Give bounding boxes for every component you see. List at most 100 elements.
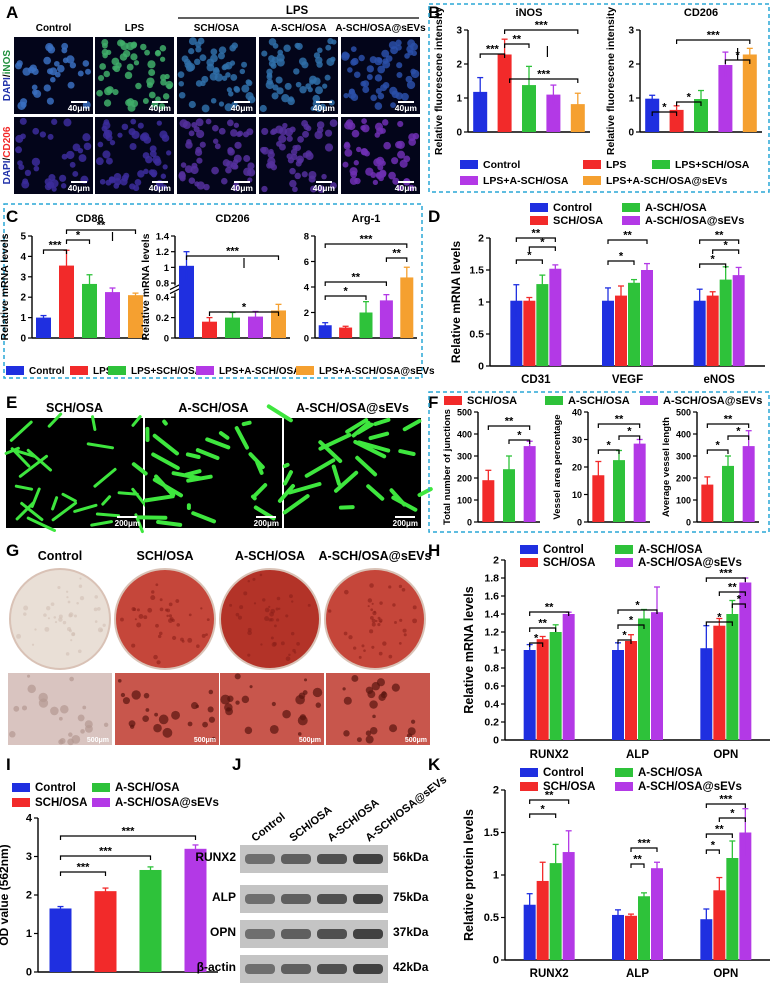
cell-dot xyxy=(99,178,106,185)
protein-band xyxy=(317,929,347,939)
cell-dot xyxy=(82,60,90,67)
cell-dot xyxy=(134,179,142,186)
significance-label: *** xyxy=(77,862,91,874)
cell-dot xyxy=(166,83,173,90)
cell-dot xyxy=(147,60,156,69)
cell-dot xyxy=(104,129,113,138)
legend-swatch xyxy=(615,768,633,777)
significance-label: * xyxy=(711,254,716,266)
stain-spot xyxy=(260,643,263,646)
stain-spot xyxy=(68,612,74,617)
cell-dot xyxy=(14,62,23,70)
significance-bracket xyxy=(705,833,733,838)
stain-spot xyxy=(159,598,163,602)
stain-spot xyxy=(94,620,98,623)
cell-dot xyxy=(343,52,350,59)
cell-dot xyxy=(230,129,238,137)
cell-dot xyxy=(308,175,316,183)
x-category-label: eNOS xyxy=(704,374,736,386)
significance-bracket xyxy=(65,229,137,234)
y-tick-label: 1.6 xyxy=(484,591,499,603)
nodule xyxy=(343,696,352,705)
bar-A-SCH/OSA xyxy=(503,469,515,522)
bar-A-SCH/OSA@sEVs xyxy=(641,270,653,366)
chart-H: 0 1 2 3 4 OD value (562nm) *** *** *** xyxy=(0,813,218,979)
cell-dot xyxy=(290,148,298,156)
cell-dot xyxy=(46,97,54,105)
stain-spot xyxy=(328,609,332,613)
cell-dot xyxy=(15,146,23,154)
stain-spot xyxy=(276,618,280,622)
significance-label: * xyxy=(627,426,632,438)
legend-item: Control xyxy=(530,202,592,214)
cell-dot xyxy=(63,118,72,127)
cell-dot xyxy=(104,87,112,96)
cell-dot xyxy=(149,150,157,158)
bar-A-SCH/OSA xyxy=(549,632,562,740)
cell-dot xyxy=(343,92,349,99)
bar-LPS+A-SCH/OSA xyxy=(718,65,733,132)
legend-item: A-SCH/OSA@sEVs xyxy=(622,215,744,227)
cell-dot xyxy=(212,68,220,76)
cell-dot xyxy=(101,42,108,49)
nodule xyxy=(80,729,85,734)
stain-spot xyxy=(402,628,407,633)
legend-item: A-SCH/OSA xyxy=(545,395,630,407)
cell-dot xyxy=(375,87,382,95)
cell-dot xyxy=(197,37,205,45)
stain-spot xyxy=(370,608,374,612)
cell-dot xyxy=(366,74,373,80)
scale-bar-label: 40μm xyxy=(231,103,254,113)
cell-dot xyxy=(399,159,408,168)
axis-break-mark xyxy=(169,288,181,295)
protein-band xyxy=(245,894,275,904)
cell-dot xyxy=(217,52,225,60)
cell-dot xyxy=(103,70,111,78)
nodule xyxy=(71,735,81,744)
significance-label: ** xyxy=(728,582,737,594)
nodule xyxy=(372,714,376,719)
significance-label: ** xyxy=(715,824,724,836)
legend-item: A-SCH/OSA@sEVs xyxy=(615,781,742,793)
significance-bracket xyxy=(385,257,408,262)
panel-label: E xyxy=(6,393,17,412)
cell-dot xyxy=(47,133,54,140)
cell-dot xyxy=(241,61,248,68)
y-tick-label: 500 xyxy=(676,408,691,418)
cell-dot xyxy=(154,184,161,191)
stain-spot xyxy=(54,621,58,624)
bar-LPS xyxy=(59,265,74,338)
y-tick-label: 400 xyxy=(457,430,472,440)
cell-dot xyxy=(148,68,156,76)
x-category-label: RUNX2 xyxy=(530,968,569,980)
cell-dot xyxy=(119,53,128,61)
legend-item: Control xyxy=(6,366,65,377)
cell-dot xyxy=(385,55,393,62)
stain-spot xyxy=(399,618,403,622)
stain-spot xyxy=(275,607,279,611)
stain-spot xyxy=(156,660,161,665)
y-axis-label: Total number of junctions xyxy=(442,409,453,525)
cell-dot xyxy=(374,74,383,82)
cell-dot xyxy=(210,54,218,63)
cell-dot xyxy=(299,85,307,94)
cell-dot xyxy=(126,42,135,51)
culture-well xyxy=(324,568,426,670)
cell-dot xyxy=(233,85,240,92)
cell-dot xyxy=(277,49,284,56)
cell-dot xyxy=(33,89,42,98)
cell-dot xyxy=(178,91,186,99)
cell-dot xyxy=(350,46,357,53)
stain-spot xyxy=(343,631,348,636)
cell-dot xyxy=(289,179,297,188)
tube-formation-image: 200μm xyxy=(4,412,150,534)
y-tick-label: 0.4 xyxy=(156,293,170,304)
micrograph: 40μm xyxy=(259,37,338,114)
cell-dot xyxy=(221,177,228,185)
nodule xyxy=(282,709,291,719)
significance-bracket xyxy=(706,449,729,454)
y-tick-label: 1.2 xyxy=(156,247,169,258)
significance-label: * xyxy=(76,230,81,242)
cell-dot xyxy=(214,143,221,150)
stain-spot xyxy=(290,631,295,636)
